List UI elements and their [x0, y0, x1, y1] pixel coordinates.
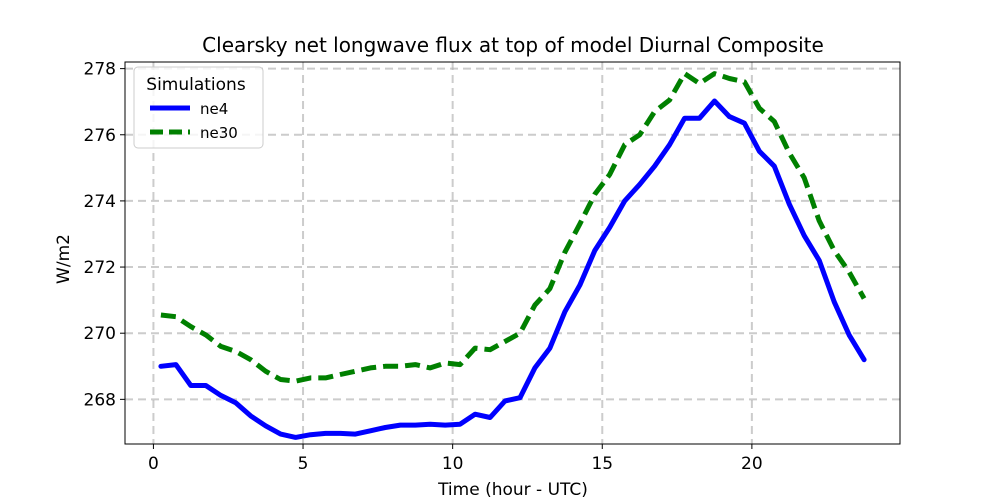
x-tick-label: 5: [298, 454, 309, 474]
x-tick-label: 20: [741, 454, 763, 474]
x-tick-label: 15: [591, 454, 613, 474]
legend-label-ne4: ne4: [200, 100, 228, 118]
y-tick-label: 278: [84, 60, 116, 80]
y-tick-label: 272: [84, 258, 116, 278]
legend-box: [133, 66, 264, 149]
y-tick-label: 274: [84, 192, 116, 212]
axis-ticks: 0 5 10 15 20 268 270 272 274 276 278: [84, 60, 763, 474]
legend-title: Simulations: [146, 75, 246, 95]
series-lines: [158, 71, 867, 440]
y-tick-label: 276: [84, 126, 116, 146]
series-line-ne30: [160, 71, 867, 384]
x-tick-label: 0: [148, 454, 159, 474]
plot-area-frame: [124, 61, 901, 445]
y-tick-label: 268: [84, 390, 116, 410]
legend-label-ne30: ne30: [200, 124, 238, 142]
x-axis-label: Time (hour - UTC): [437, 480, 588, 500]
legend: Simulations ne4 ne30: [133, 66, 264, 149]
y-tick-label: 270: [84, 324, 116, 344]
y-axis-label: W/m2: [54, 234, 74, 284]
chart-title: Clearsky net longwave flux at top of mod…: [202, 33, 824, 57]
series-line-ne4: [158, 98, 867, 440]
x-tick-label: 10: [442, 454, 464, 474]
